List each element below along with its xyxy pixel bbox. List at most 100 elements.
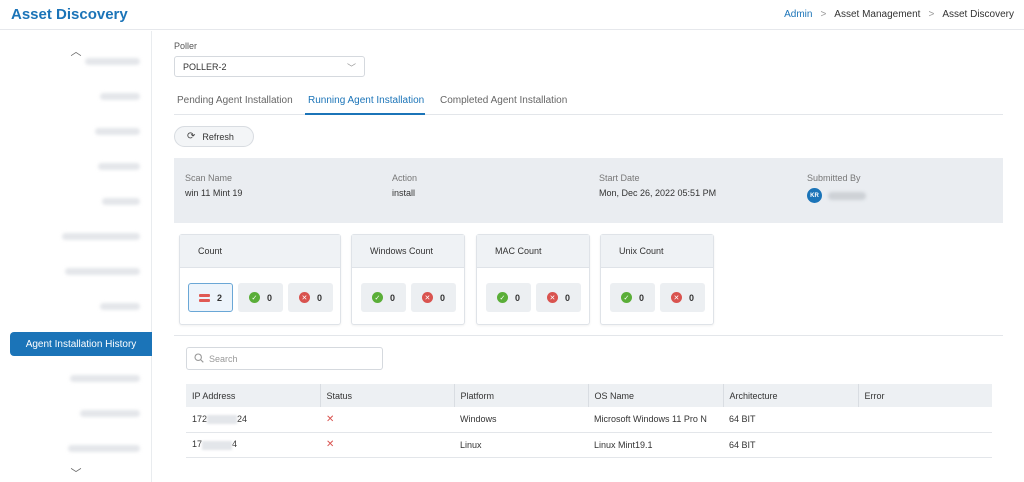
agent-installation-table: IP Address Status Platform OS Name Archi… — [186, 384, 992, 458]
success-count-chip[interactable]: ✓ 0 — [238, 283, 283, 312]
check-circle-icon: ✓ — [496, 292, 508, 303]
chevron-down-icon: ﹀ — [346, 63, 356, 73]
table-row[interactable]: 17 4 ✕ Linux Linux Mint19.1 64 BIT — [186, 432, 992, 458]
top-bar: Asset Discovery Admin > Asset Management… — [0, 0, 1024, 30]
check-circle-icon: ✓ — [248, 292, 260, 303]
total-count-value: 2 — [216, 292, 222, 303]
count-card-windows: Windows Count ✓ 0 ✕ 0 — [351, 234, 465, 325]
ip-address-cell: 172 24 — [186, 407, 320, 433]
sidebar-item[interactable] — [55, 410, 140, 419]
check-circle-icon: ✓ — [620, 292, 632, 303]
count-card-title: Count — [180, 235, 340, 268]
os-name-cell: Microsoft Windows 11 Pro N — [588, 407, 723, 433]
x-circle-icon: ✕ — [670, 292, 682, 303]
sidebar: ︿ Agent Installation History ﹀ — [0, 31, 152, 482]
search-placeholder: Search — [209, 353, 238, 364]
poller-label: Poller — [174, 41, 198, 51]
scan-info-panel: Scan Name win 11 Mint 19 Action install … — [174, 158, 1003, 223]
breadcrumb-separator-icon: > — [820, 9, 827, 20]
breadcrumb-separator-icon: > — [928, 9, 935, 20]
sidebar-item[interactable] — [55, 303, 140, 312]
breadcrumb: Admin > Asset Management > Asset Discove… — [784, 9, 1014, 20]
sidebar-item[interactable] — [55, 233, 140, 242]
start-date-label: Start Date — [599, 173, 640, 183]
count-card-total: Count 2 ✓ 0 ✕ 0 — [179, 234, 341, 325]
sidebar-item[interactable] — [55, 128, 140, 137]
refresh-icon: ⟳ — [187, 131, 196, 142]
platform-cell: Linux — [454, 432, 588, 458]
submitted-by-value: KR — [807, 188, 866, 203]
windows-success-value: 0 — [389, 292, 395, 303]
sidebar-item[interactable] — [55, 268, 140, 277]
os-name-cell: Linux Mint19.1 — [588, 432, 723, 458]
breadcrumb-admin-link[interactable]: Admin — [784, 9, 813, 20]
sidebar-scroll-up-icon[interactable]: ︿ — [70, 46, 82, 58]
count-card-title: Windows Count — [352, 235, 464, 268]
tab-completed-agent-installation[interactable]: Completed Agent Installation — [440, 95, 568, 106]
mac-success-chip[interactable]: ✓ 0 — [486, 283, 531, 312]
sidebar-item[interactable] — [55, 445, 140, 454]
ip-address-cell: 17 4 — [186, 432, 320, 458]
count-card-unix: Unix Count ✓ 0 ✕ 0 — [600, 234, 714, 325]
redacted-user-name — [828, 191, 866, 200]
table-header-row: IP Address Status Platform OS Name Archi… — [186, 384, 992, 407]
status-cell: ✕ — [320, 407, 454, 433]
unix-success-value: 0 — [638, 292, 644, 303]
search-input[interactable]: Search — [186, 347, 383, 370]
count-card-title: Unix Count — [601, 235, 713, 268]
tab-running-agent-installation[interactable]: Running Agent Installation — [308, 95, 425, 106]
active-tab-indicator — [305, 113, 425, 115]
platform-cell: Windows — [454, 407, 588, 433]
unix-success-chip[interactable]: ✓ 0 — [610, 283, 655, 312]
breadcrumb-asset-management[interactable]: Asset Management — [834, 9, 921, 20]
architecture-cell: 64 BIT — [723, 432, 858, 458]
failed-status-icon: ✕ — [326, 413, 335, 425]
poller-select[interactable]: POLLER-2 ﹀ — [174, 56, 365, 77]
section-divider — [174, 335, 1003, 336]
mac-failed-chip[interactable]: ✕ 0 — [536, 283, 581, 312]
x-circle-icon: ✕ — [298, 292, 310, 303]
count-card-mac: MAC Count ✓ 0 ✕ 0 — [476, 234, 590, 325]
failed-count-value: 0 — [316, 292, 322, 303]
column-header-os-name[interactable]: OS Name — [588, 384, 724, 407]
refresh-button[interactable]: ⟳ Refresh — [174, 126, 254, 147]
error-cell — [858, 432, 992, 458]
action-label: Action — [392, 173, 418, 183]
sidebar-item[interactable] — [55, 93, 140, 102]
column-header-architecture[interactable]: Architecture — [723, 384, 859, 407]
scan-name-value: win 11 Mint 19 — [185, 188, 243, 198]
avatar: KR — [807, 188, 822, 203]
table-row[interactable]: 172 24 ✕ Windows Microsoft Windows 11 Pro… — [186, 407, 992, 433]
check-circle-icon: ✓ — [371, 292, 383, 303]
column-header-platform[interactable]: Platform — [454, 384, 589, 407]
error-cell — [858, 407, 992, 433]
tab-pending-agent-installation[interactable]: Pending Agent Installation — [177, 95, 293, 106]
column-header-error[interactable]: Error — [858, 384, 992, 407]
sidebar-item[interactable] — [55, 163, 140, 172]
status-cell: ✕ — [320, 432, 454, 458]
failed-status-icon: ✕ — [326, 439, 335, 450]
count-card-title: MAC Count — [477, 235, 589, 268]
equals-icon — [198, 293, 210, 302]
submitted-by-label: Submitted By — [807, 173, 861, 183]
sidebar-item[interactable] — [55, 58, 140, 67]
redacted-ip — [202, 440, 233, 450]
column-header-ip-address[interactable]: IP Address — [186, 384, 321, 407]
column-header-status[interactable]: Status — [320, 384, 455, 407]
sidebar-item[interactable] — [55, 198, 140, 207]
windows-success-chip[interactable]: ✓ 0 — [361, 283, 406, 312]
breadcrumb-asset-discovery: Asset Discovery — [942, 9, 1014, 20]
sidebar-item[interactable] — [55, 375, 140, 384]
x-circle-icon: ✕ — [421, 292, 433, 303]
redacted-ip — [207, 415, 238, 425]
sidebar-scroll-down-icon[interactable]: ﹀ — [70, 468, 82, 480]
windows-failed-chip[interactable]: ✕ 0 — [411, 283, 456, 312]
architecture-cell: 64 BIT — [723, 407, 858, 433]
failed-count-chip[interactable]: ✕ 0 — [288, 283, 333, 312]
action-value: install — [392, 188, 416, 198]
unix-failed-chip[interactable]: ✕ 0 — [660, 283, 705, 312]
x-circle-icon: ✕ — [546, 292, 558, 303]
installation-tabs: Pending Agent Installation Running Agent… — [174, 92, 1003, 115]
total-count-chip[interactable]: 2 — [188, 283, 233, 312]
sidebar-item-agent-installation-history[interactable]: Agent Installation History — [10, 332, 152, 356]
